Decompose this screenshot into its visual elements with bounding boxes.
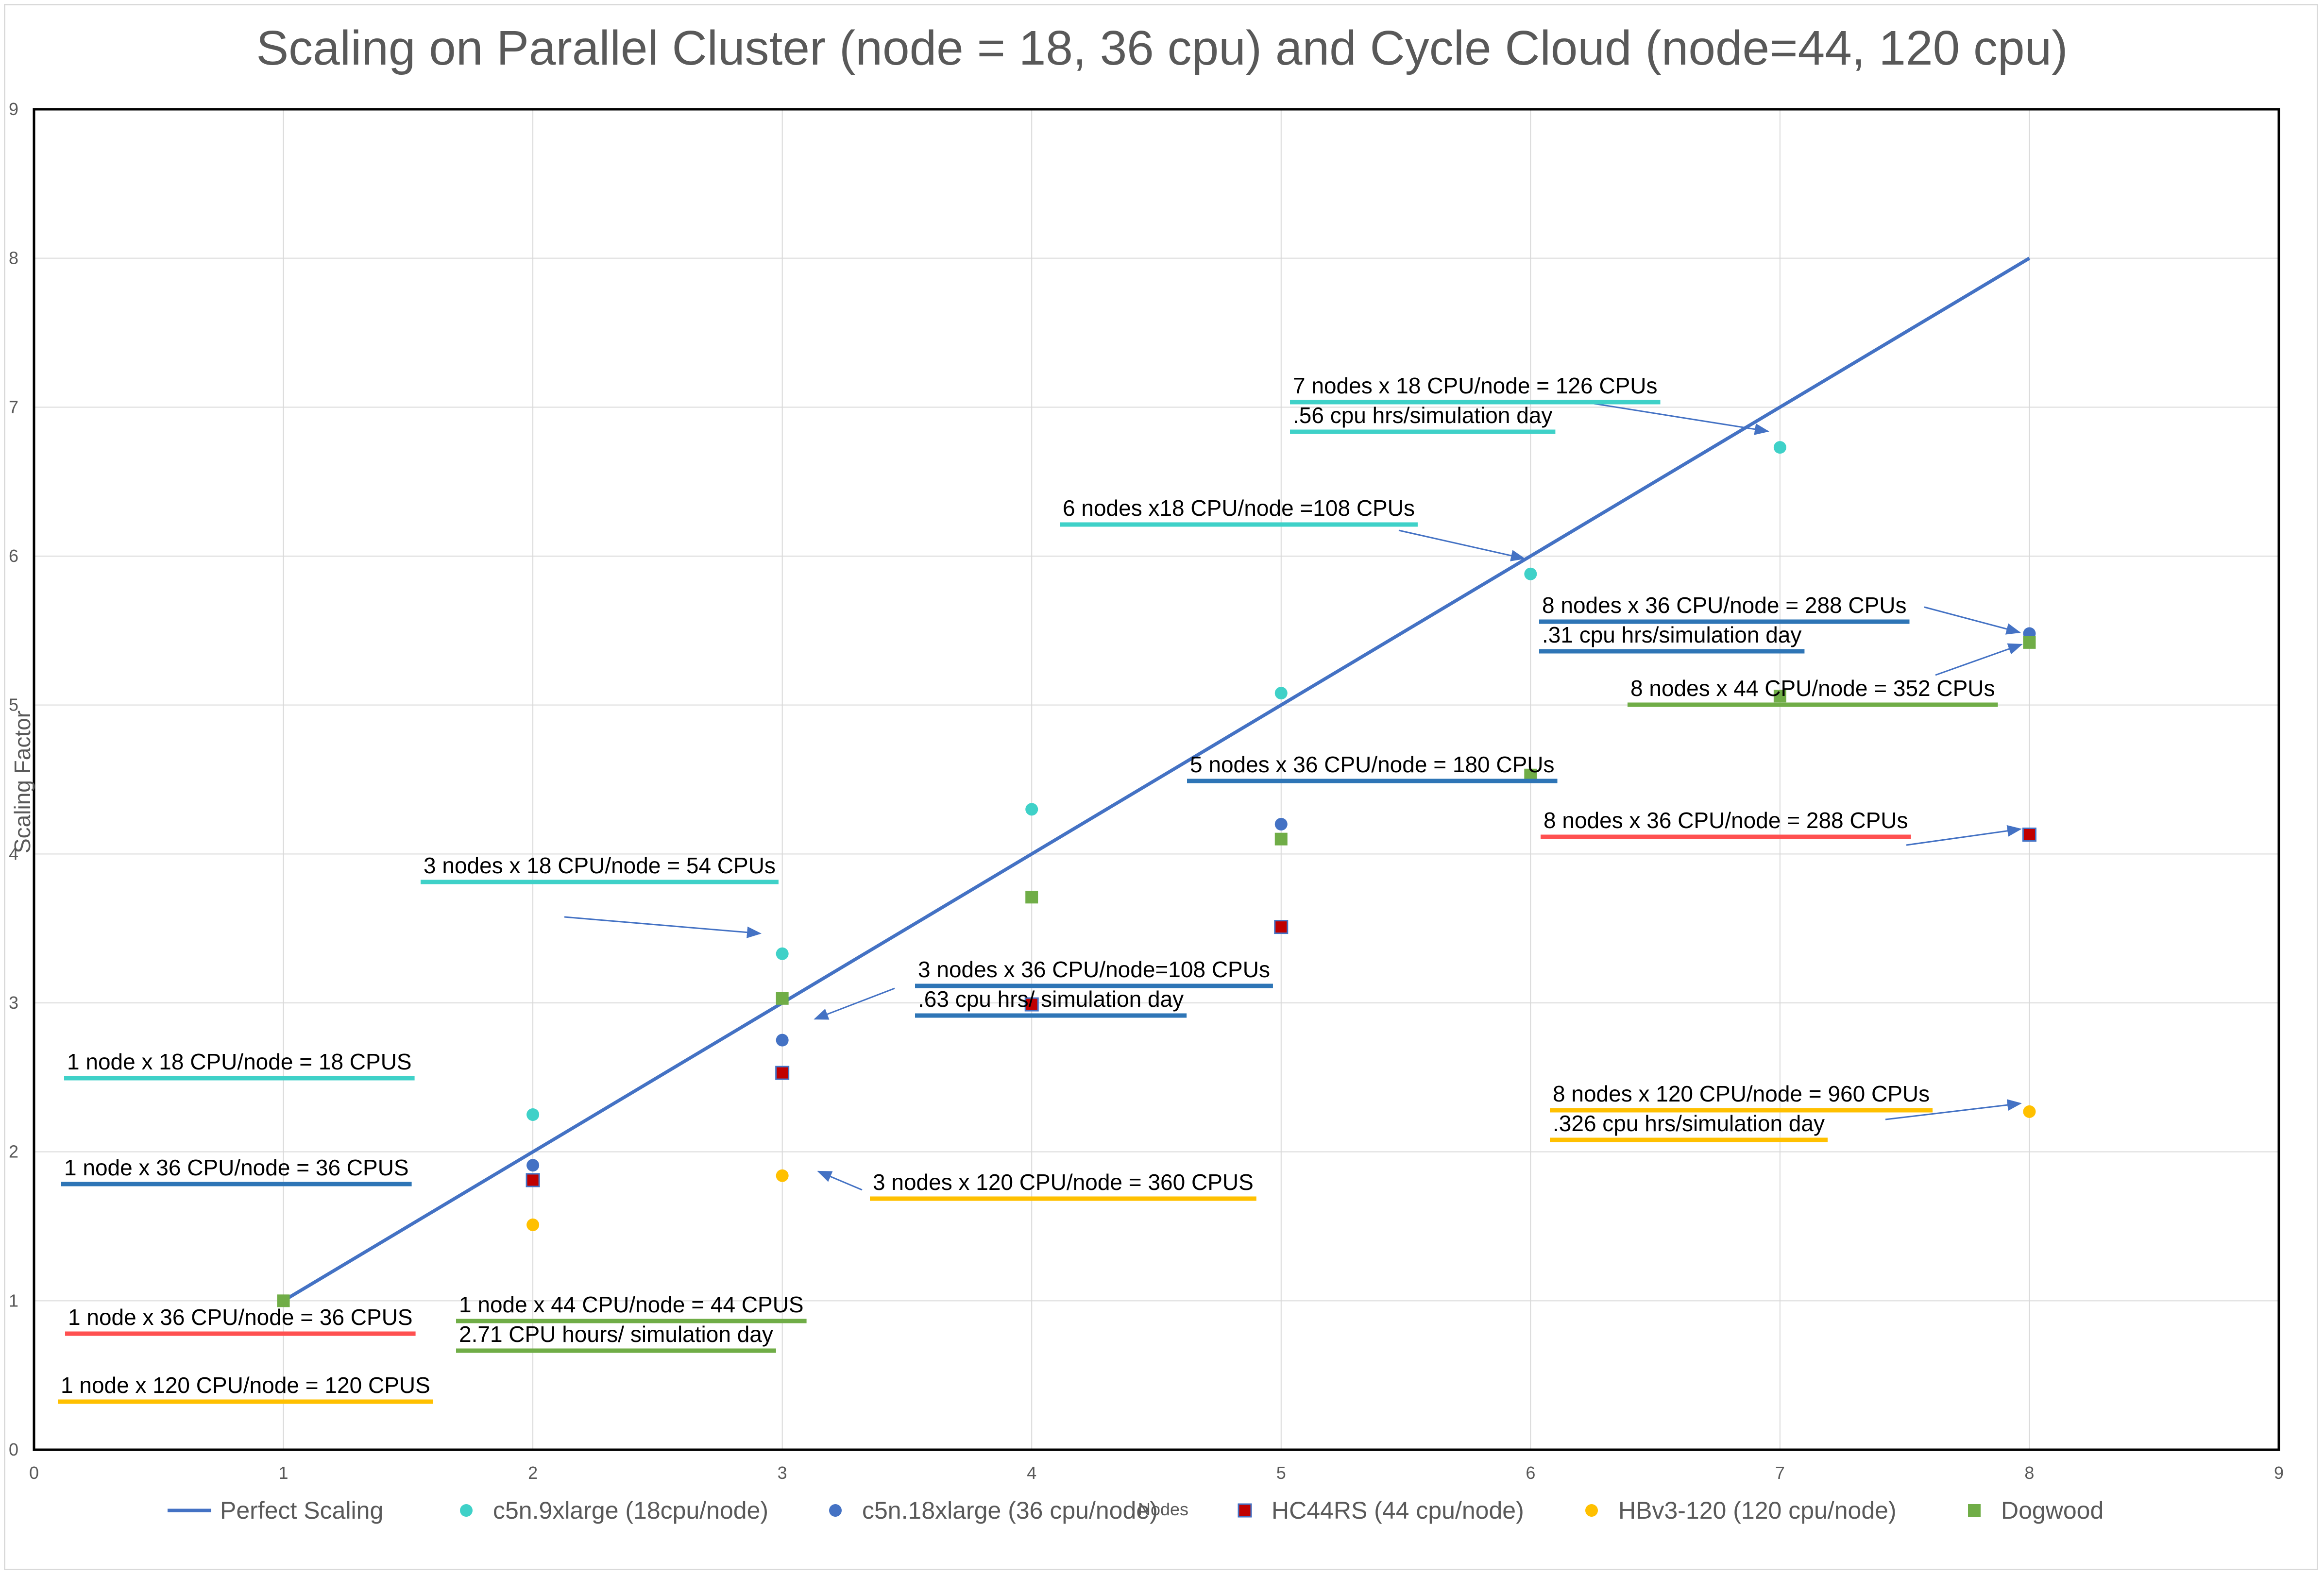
legend-label: c5n.9xlarge (18cpu/node)	[493, 1497, 768, 1524]
y-tick-label: 7	[9, 397, 18, 417]
data-point-5	[2023, 636, 2036, 649]
x-tick-label: 4	[1027, 1463, 1036, 1483]
data-point-2	[526, 1159, 540, 1172]
annotation-label: 3 nodes x 120 CPU/node = 360 CPUS	[873, 1169, 1254, 1195]
data-point-2	[1274, 818, 1288, 830]
x-tick-label: 6	[1526, 1463, 1535, 1483]
data-point-1	[1773, 441, 1786, 454]
legend-marker	[1238, 1503, 1252, 1518]
annotation-label: 1 node x 18 CPU/node = 18 CPUS	[67, 1049, 412, 1074]
annotation-label: .326 cpu hrs/simulation day	[1553, 1111, 1825, 1136]
data-point-1	[776, 947, 789, 960]
data-point-3	[1274, 920, 1289, 934]
x-tick-label: 7	[1775, 1463, 1785, 1483]
annotation-label: .63 cpu hrs/ simulation day	[918, 986, 1184, 1012]
annotation-label: 1 node x 36 CPU/node = 36 CPUS	[68, 1305, 413, 1330]
data-point-5	[1274, 832, 1288, 846]
x-tick-label: 1	[279, 1463, 288, 1483]
annotation-label: 1 node x 120 CPU/node = 120 CPUS	[61, 1373, 430, 1398]
data-point-2	[776, 1034, 789, 1047]
annotation-arrow	[1924, 606, 2021, 635]
annotation-arrow	[1398, 529, 1526, 561]
annotation-label: 1 node x 44 CPU/node = 44 CPUS	[459, 1292, 804, 1317]
annotation-label: 6 nodes x18 CPU/node =108 CPUs	[1063, 495, 1415, 521]
perfect-scaling-line	[282, 256, 2031, 1303]
legend-marker	[1968, 1504, 1981, 1517]
x-tick-label: 2	[528, 1463, 538, 1483]
x-tick-label: 5	[1276, 1463, 1286, 1483]
y-tick-label: 4	[9, 844, 18, 864]
annotation-label: 3 nodes x 18 CPU/node = 54 CPUs	[424, 853, 776, 878]
annotation-label: 3 nodes x 36 CPU/node=108 CPUs	[918, 957, 1270, 982]
data-point-4	[526, 1218, 540, 1231]
y-tick-label: 0	[9, 1440, 18, 1459]
x-tick-label: 9	[2274, 1463, 2284, 1483]
y-tick-label: 2	[9, 1142, 18, 1162]
legend-marker	[1585, 1504, 1598, 1517]
annotation-label: .56 cpu hrs/simulation day	[1293, 403, 1552, 428]
y-tick-label: 9	[9, 99, 18, 119]
legend-label: HBv3-120 (120 cpu/node)	[1618, 1497, 1897, 1524]
annotation-arrow	[817, 1170, 863, 1191]
legend-marker	[460, 1504, 473, 1517]
data-point-1	[526, 1108, 540, 1121]
annotation-label: 1 node x 36 CPU/node = 36 CPUS	[64, 1155, 409, 1180]
y-tick-label: 5	[9, 695, 18, 715]
annotation-label: 7 nodes x 18 CPU/node = 126 CPUs	[1293, 373, 1658, 398]
y-tick-label: 6	[9, 546, 18, 566]
annotation-label: 8 nodes x 120 CPU/node = 960 CPUs	[1553, 1081, 1930, 1106]
annotation-arrow	[814, 987, 895, 1020]
data-point-4	[2023, 1105, 2036, 1118]
annotation-label: 5 nodes x 36 CPU/node = 180 CPUs	[1190, 752, 1555, 777]
legend-label: Perfect Scaling	[220, 1497, 383, 1524]
annotation-arrow	[1935, 643, 2023, 676]
annotation-arrow	[1590, 402, 1769, 435]
data-point-3	[775, 1066, 790, 1080]
data-point-3	[526, 1173, 540, 1187]
data-point-3	[2022, 827, 2036, 842]
y-tick-label: 3	[9, 993, 18, 1013]
legend-label: Dogwood	[2001, 1497, 2103, 1524]
x-tick-label: 0	[29, 1463, 39, 1483]
data-point-1	[1274, 687, 1288, 700]
y-tick-label: 8	[9, 248, 18, 268]
legend-label: c5n.18xlarge (36 cpu/node)	[862, 1497, 1158, 1524]
data-point-5	[776, 992, 789, 1005]
chart-title: Scaling on Parallel Cluster (node = 18, …	[256, 21, 2068, 75]
y-axis-label: Scaling Factor	[10, 711, 35, 853]
annotation-arrow	[564, 916, 762, 938]
data-point-3	[1024, 997, 1039, 1012]
x-axis-label: Nodes	[1138, 1499, 1188, 1519]
data-point-5	[1025, 891, 1038, 904]
annotation-label: 8 nodes x 36 CPU/node = 288 CPUs	[1544, 808, 1908, 833]
data-point-1	[1524, 567, 1537, 580]
annotation-label: 8 nodes x 36 CPU/node = 288 CPUs	[1542, 593, 1907, 618]
chart-frame	[4, 4, 2318, 1570]
plot-border	[33, 108, 2280, 1451]
annotation-arrow	[1906, 825, 2022, 846]
data-point-4	[776, 1169, 789, 1182]
annotation-arrow	[1885, 1099, 2022, 1120]
x-tick-label: 3	[778, 1463, 787, 1483]
annotation-label: 2.71 CPU hours/ simulation day	[459, 1322, 773, 1347]
data-point-5	[1773, 690, 1786, 703]
data-point-5	[277, 1294, 290, 1307]
legend-label: HC44RS (44 cpu/node)	[1272, 1497, 1524, 1524]
legend-marker	[829, 1504, 842, 1517]
annotation-label: 8 nodes x 44 CPU/node = 352 CPUs	[1630, 676, 1995, 701]
x-tick-label: 8	[2024, 1463, 2034, 1483]
annotation-label: .31 cpu hrs/simulation day	[1542, 622, 1801, 647]
y-tick-label: 1	[9, 1290, 18, 1310]
data-point-1	[1025, 803, 1038, 816]
